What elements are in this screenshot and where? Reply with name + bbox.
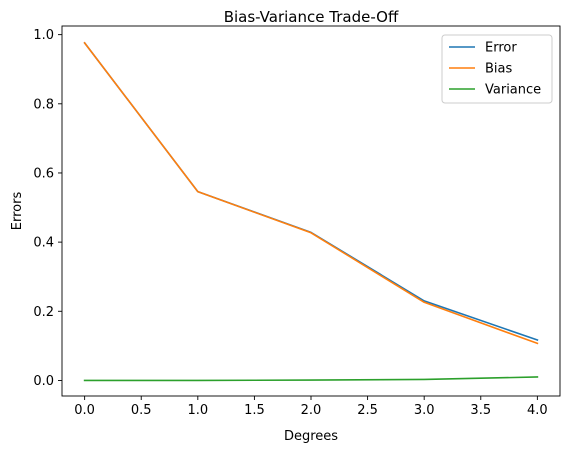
y-tick-label: 0.4 — [33, 236, 54, 251]
legend-box — [441, 34, 553, 104]
series-line-bias — [83, 41, 539, 345]
y-axis-label: Errors — [10, 192, 25, 231]
legend-label-variance: Variance — [485, 83, 541, 98]
legend-label-bias: Bias — [485, 62, 512, 77]
x-tick-label: 2.5 — [357, 403, 378, 418]
x-tick-label: 0.0 — [74, 403, 95, 418]
series-layer — [83, 41, 539, 382]
y-tick-label: 0.0 — [33, 374, 54, 389]
y-tick-label: 0.8 — [33, 97, 54, 112]
x-axis: 0.0 0.5 1.0 1.5 2.0 2.5 3.0 3.5 4.0 — [74, 396, 548, 418]
x-tick-label: 3.0 — [414, 403, 435, 418]
x-tick-label: 1.0 — [187, 403, 208, 418]
legend-label-error: Error — [485, 41, 517, 56]
chart-title: Bias-Variance Trade-Off — [224, 8, 399, 26]
legend: Error Bias Variance — [441, 34, 553, 104]
x-tick-label: 4.0 — [527, 403, 548, 418]
x-tick-label: 2.0 — [301, 403, 322, 418]
series-line-variance — [83, 376, 539, 382]
y-tick-label: 0.6 — [33, 166, 54, 181]
y-axis: 0.0 0.2 0.4 0.6 0.8 1.0 — [33, 28, 62, 389]
y-tick-label: 0.2 — [33, 305, 54, 320]
x-tick-label: 1.5 — [244, 403, 265, 418]
y-tick-label: 1.0 — [33, 28, 54, 43]
x-axis-label: Degrees — [284, 429, 338, 444]
x-tick-label: 0.5 — [131, 403, 152, 418]
x-tick-label: 3.5 — [470, 403, 491, 418]
